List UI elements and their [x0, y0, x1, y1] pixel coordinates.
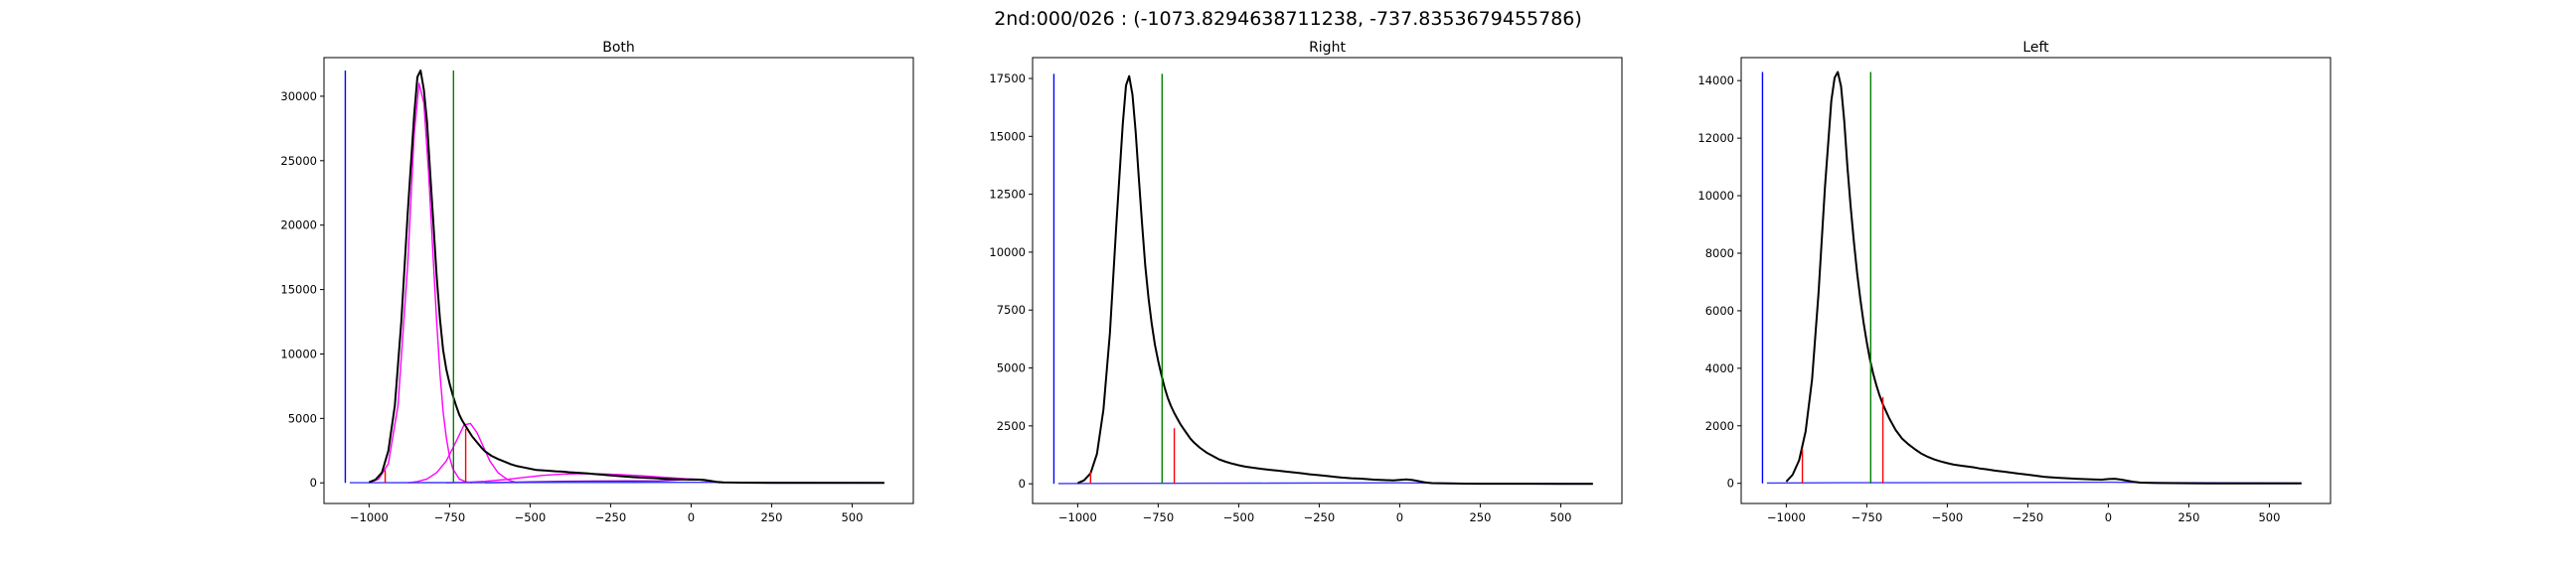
subplot-grid: Both−1000 −750 −500 −250 0 250 500050001000015…	[280, 40, 2332, 524]
y-tick-label: 5000	[288, 411, 317, 425]
y-tick-label: 10000	[989, 245, 1026, 259]
y-tick-label: 15000	[280, 283, 317, 297]
plot-area	[1052, 73, 1593, 486]
x-tick-label: −1000	[350, 510, 389, 524]
y-tick-label: 30000	[280, 89, 317, 103]
y-tick-label: 2500	[997, 419, 1026, 433]
series-line	[407, 422, 518, 484]
subplot-left: Left −1000 −750 −500 −250 0 250 500 0 2000 4000 600…	[1697, 40, 2332, 524]
x-tick-label: −250	[2012, 510, 2044, 524]
y-tick-label: 12500	[989, 188, 1026, 202]
x-tick-label: 500	[1549, 510, 1571, 524]
y-tick-label: 0	[1727, 477, 1734, 491]
y-tick-label: 5000	[997, 361, 1026, 375]
x-tick-label: −250	[595, 510, 627, 524]
axes-frame	[323, 57, 914, 504]
series-line	[369, 82, 473, 484]
x-tick-label: 0	[1396, 510, 1403, 524]
y-tick-label: 10000	[1697, 189, 1734, 203]
y-tick-label: 25000	[280, 154, 317, 168]
x-tick-label: 500	[841, 510, 863, 524]
series-line	[369, 70, 885, 485]
x-tick-label: 0	[2105, 510, 2112, 524]
x-tick-label: −750	[1852, 510, 1883, 524]
axes-frame	[1032, 57, 1623, 504]
plot-area	[344, 70, 885, 485]
x-tick-label: −750	[1143, 510, 1175, 524]
x-tick-label: 0	[688, 510, 695, 524]
plot-area	[1761, 71, 2302, 485]
y-tick-label: 4000	[1705, 361, 1734, 375]
subplot-both: Both−1000 −750 −500 −250 0 250 500050001000015…	[280, 40, 914, 524]
y-tick-label: 7500	[997, 303, 1026, 317]
x-tick-label: −750	[434, 510, 466, 524]
y-tick-label: 17500	[989, 72, 1026, 85]
y-tick-label: 0	[1019, 477, 1026, 491]
y-tick-label: 8000	[1705, 246, 1734, 260]
y-tick-label: 20000	[280, 218, 317, 232]
subplot-right: Right−1000 −750 −500 −250 0 250 50002500500075…	[989, 40, 1623, 524]
x-tick-label: 250	[1469, 510, 1491, 524]
subplot-title: Both	[602, 40, 635, 56]
x-tick-label: −500	[1932, 510, 1964, 524]
series-line	[1076, 74, 1593, 486]
x-tick-label: 250	[760, 510, 782, 524]
x-tick-label: 250	[2177, 510, 2199, 524]
x-tick-label: −500	[515, 510, 547, 524]
y-tick-label: 10000	[280, 347, 317, 360]
y-tick-label: 6000	[1705, 304, 1734, 318]
y-tick-label: 12000	[1697, 131, 1734, 145]
y-tick-label: 2000	[1705, 419, 1734, 433]
y-tick-label: 0	[310, 476, 317, 490]
x-tick-label: −250	[1304, 510, 1336, 524]
subplot-title: Left	[2022, 40, 2049, 56]
y-tick-label: 14000	[1697, 73, 1734, 87]
x-tick-label: −500	[1223, 510, 1255, 524]
subplot-title: Right	[1309, 40, 1346, 56]
figure-suptitle: 2nd:000/026 : (-1073.8294638711238, -737…	[994, 8, 1582, 30]
x-tick-label: 500	[2258, 510, 2280, 524]
y-tick-label: 15000	[989, 129, 1026, 143]
series-line	[1785, 71, 2302, 485]
axes-frame	[1740, 57, 2332, 504]
x-tick-label: −1000	[1058, 510, 1097, 524]
x-tick-label: −1000	[1767, 510, 1806, 524]
